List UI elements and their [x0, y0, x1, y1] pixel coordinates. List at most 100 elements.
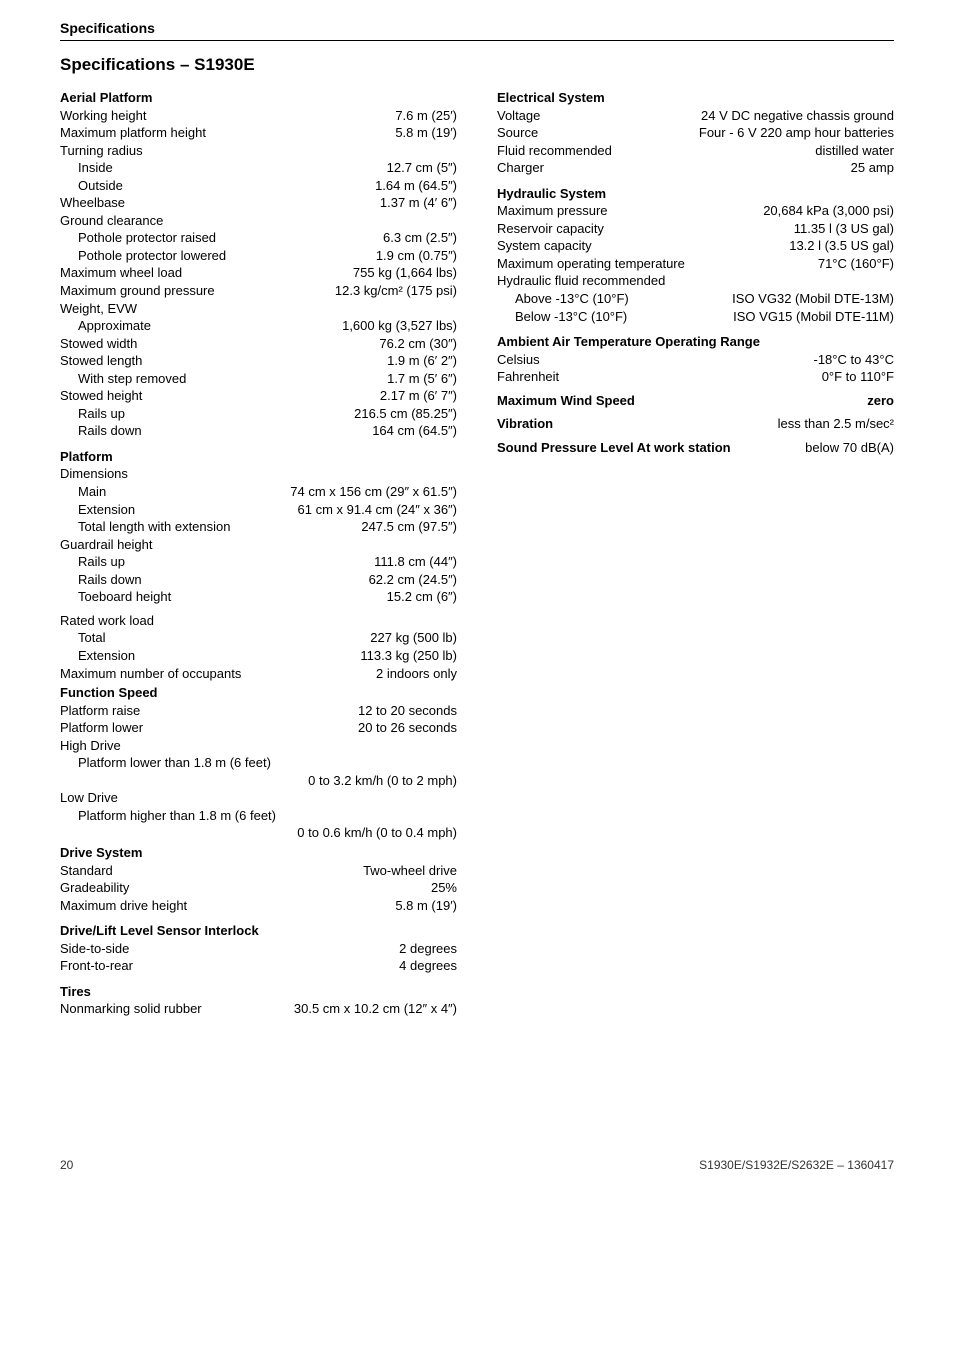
spec-value: 1.37 m (4′ 6″): [372, 194, 457, 212]
spec-value: 111.8 cm (44″): [366, 553, 457, 571]
footer-page-number: 20: [60, 1158, 73, 1172]
max-occupants-label: Maximum number of occupants: [60, 665, 368, 683]
spec-label: Wheelbase: [60, 194, 372, 212]
dimensions-label: Dimensions: [60, 465, 457, 483]
spec-row: Maximum drive height5.8 m (19′): [60, 897, 457, 915]
spec-value: 20 to 26 seconds: [350, 719, 457, 737]
low-drive-label: Low Drive: [60, 789, 457, 807]
spec-row: Approximate1,600 kg (3,527 lbs): [60, 317, 457, 335]
spec-row: Toeboard height15.2 cm (6″): [60, 588, 457, 606]
spec-label: Rails up: [60, 553, 366, 571]
spec-row: Platform lower20 to 26 seconds: [60, 719, 457, 737]
sound-label: Sound Pressure Level At work station: [497, 439, 797, 457]
spec-label: Rails down: [60, 422, 364, 440]
spec-label: Fahrenheit: [497, 368, 814, 386]
spec-label: Voltage: [497, 107, 693, 125]
high-drive-label: High Drive: [60, 737, 457, 755]
low-drive-cond: Platform higher than 1.8 m (6 feet): [60, 807, 457, 825]
spec-value: -18°C to 43°C: [806, 351, 895, 369]
spec-value: 11.35 l (3 US gal): [786, 220, 894, 238]
aerial-platform-rows: Working height7.6 m (25′)Maximum platfor…: [60, 107, 457, 440]
high-drive-value: 0 to 3.2 km/h (0 to 2 mph): [300, 772, 457, 790]
spec-label: Extension: [60, 647, 352, 665]
spec-value: 62.2 cm (24.5″): [361, 571, 457, 589]
page-title: Specifications – S1930E: [60, 55, 894, 75]
spec-label: Stowed length: [60, 352, 379, 370]
spec-label: Working height: [60, 107, 387, 125]
spec-label: System capacity: [497, 237, 781, 255]
spec-label: Ground clearance: [60, 212, 449, 230]
spec-label: Platform lower: [60, 719, 350, 737]
spec-label: Maximum ground pressure: [60, 282, 327, 300]
spec-row: Inside12.7 cm (5″): [60, 159, 457, 177]
spec-row: Stowed height2.17 m (6′ 7″): [60, 387, 457, 405]
spec-label: Outside: [60, 177, 367, 195]
spec-row: Reservoir capacity11.35 l (3 US gal): [497, 220, 894, 238]
spec-label: Total: [60, 629, 362, 647]
spec-value: 76.2 cm (30″): [371, 335, 457, 353]
spec-value: 1.9 cm (0.75″): [368, 247, 457, 265]
spec-value: [449, 142, 457, 160]
spec-label: With step removed: [60, 370, 379, 388]
spec-row: Main74 cm x 156 cm (29″ x 61.5″): [60, 483, 457, 501]
spec-label: Maximum pressure: [497, 202, 755, 220]
spec-row: Maximum pressure20,684 kPa (3,000 psi): [497, 202, 894, 220]
spec-value: 12 to 20 seconds: [350, 702, 457, 720]
spec-label: Rails down: [60, 571, 361, 589]
aerial-platform-title: Aerial Platform: [60, 89, 457, 107]
spec-label: Stowed height: [60, 387, 372, 405]
spec-value: Four - 6 V 220 amp hour batteries: [691, 124, 894, 142]
wind-row: Maximum Wind Speed zero: [497, 392, 894, 410]
spec-row: Fahrenheit0°F to 110°F: [497, 368, 894, 386]
spec-row: Gradeability25%: [60, 879, 457, 897]
spec-value: 216.5 cm (85.25″): [346, 405, 457, 423]
spec-label: Hydraulic fluid recommended: [497, 272, 886, 290]
spec-value: 2.17 m (6′ 7″): [372, 387, 457, 405]
spec-label: Platform raise: [60, 702, 350, 720]
spec-row: Pothole protector lowered1.9 cm (0.75″): [60, 247, 457, 265]
spec-value: 5.8 m (19′): [387, 897, 457, 915]
spec-row: Stowed length1.9 m (6′ 2″): [60, 352, 457, 370]
spec-row: Working height7.6 m (25′): [60, 107, 457, 125]
spec-label: Reservoir capacity: [497, 220, 786, 238]
spec-row: Total227 kg (500 lb): [60, 629, 457, 647]
spec-value: 74 cm x 156 cm (29″ x 61.5″): [282, 483, 457, 501]
spec-label: Celsius: [497, 351, 806, 369]
sound-value: below 70 dB(A): [797, 439, 894, 457]
interlock-rows: Side-to-side2 degreesFront-to-rear4 degr…: [60, 940, 457, 975]
spec-label: Front-to-rear: [60, 957, 391, 975]
spec-row: Hydraulic fluid recommended: [497, 272, 894, 290]
spec-label: Fluid recommended: [497, 142, 807, 160]
spec-row: Front-to-rear4 degrees: [60, 957, 457, 975]
spec-value: 13.2 l (3.5 US gal): [781, 237, 894, 255]
rated-work-load-label: Rated work load: [60, 612, 457, 630]
spec-value: 1.7 m (5′ 6″): [379, 370, 457, 388]
drive-system-title: Drive System: [60, 844, 457, 862]
spec-row: Rails up111.8 cm (44″): [60, 553, 457, 571]
spec-value: 164 cm (64.5″): [364, 422, 457, 440]
spec-row: Rails down164 cm (64.5″): [60, 422, 457, 440]
spec-value: 755 kg (1,664 lbs): [345, 264, 457, 282]
spec-label: Charger: [497, 159, 843, 177]
spec-value: 24 V DC negative chassis ground: [693, 107, 894, 125]
hydraulic-title: Hydraulic System: [497, 185, 894, 203]
interlock-title: Drive/Lift Level Sensor Interlock: [60, 922, 457, 940]
max-occupants-value: 2 indoors only: [368, 665, 457, 683]
vibration-row: Vibration less than 2.5 m/sec²: [497, 415, 894, 433]
spec-label: Maximum platform height: [60, 124, 387, 142]
spec-value: 71°C (160°F): [810, 255, 894, 273]
spec-row: Stowed width76.2 cm (30″): [60, 335, 457, 353]
spec-value: distilled water: [807, 142, 894, 160]
high-drive-cond: Platform lower than 1.8 m (6 feet): [60, 754, 457, 772]
spec-value: 247.5 cm (97.5″): [353, 518, 457, 536]
tires-value: 30.5 cm x 10.2 cm (12″ x 4″): [202, 1000, 457, 1018]
spec-value: Two-wheel drive: [355, 862, 457, 880]
electrical-rows: Voltage24 V DC negative chassis groundSo…: [497, 107, 894, 177]
spec-value: [449, 212, 457, 230]
spec-row: Total length with extension247.5 cm (97.…: [60, 518, 457, 536]
spec-row: Outside1.64 m (64.5″): [60, 177, 457, 195]
spec-label: Gradeability: [60, 879, 423, 897]
spec-label: Maximum wheel load: [60, 264, 345, 282]
spec-label: Maximum drive height: [60, 897, 387, 915]
guardrail-label: Guardrail height: [60, 536, 457, 554]
